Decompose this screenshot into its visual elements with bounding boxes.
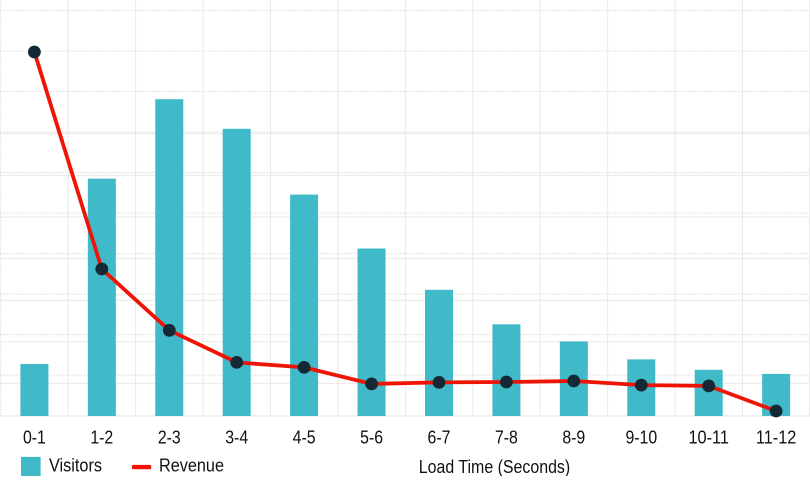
- svg-text:Load Time (Seconds): Load Time (Seconds): [419, 457, 570, 476]
- svg-text:Revenue: Revenue: [159, 456, 224, 476]
- svg-text:10-11: 10-11: [688, 428, 729, 448]
- svg-text:1-2: 1-2: [90, 428, 113, 448]
- svg-text:3-4: 3-4: [225, 428, 248, 448]
- svg-text:2-3: 2-3: [158, 428, 181, 448]
- svg-text:9-10: 9-10: [625, 428, 657, 448]
- svg-text:11-12: 11-12: [756, 428, 797, 448]
- svg-text:7-8: 7-8: [495, 428, 518, 448]
- svg-text:6-7: 6-7: [428, 428, 451, 448]
- svg-text:4-5: 4-5: [293, 428, 316, 448]
- svg-text:Visitors: Visitors: [49, 456, 102, 476]
- svg-text:5-6: 5-6: [360, 428, 383, 448]
- svg-text:8-9: 8-9: [562, 428, 585, 448]
- svg-text:0-1: 0-1: [23, 428, 46, 448]
